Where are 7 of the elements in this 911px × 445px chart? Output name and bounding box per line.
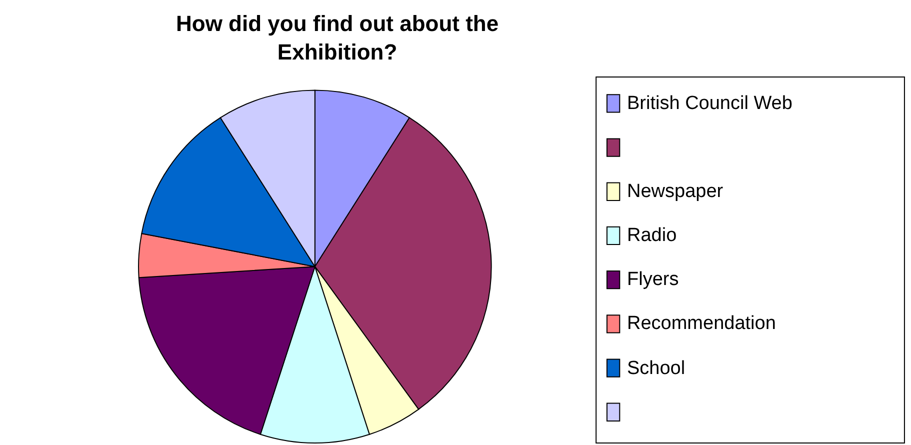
legend-label: Flyers [627, 269, 679, 290]
legend-label: Radio [627, 225, 677, 246]
legend-label: British Council Web [627, 93, 792, 114]
legend-label: Newspaper [627, 181, 724, 202]
chart-title: How did you find out about the Exhibition? [176, 11, 499, 65]
legend-label: School [627, 358, 686, 379]
legend-label: Recommendation [627, 313, 776, 334]
